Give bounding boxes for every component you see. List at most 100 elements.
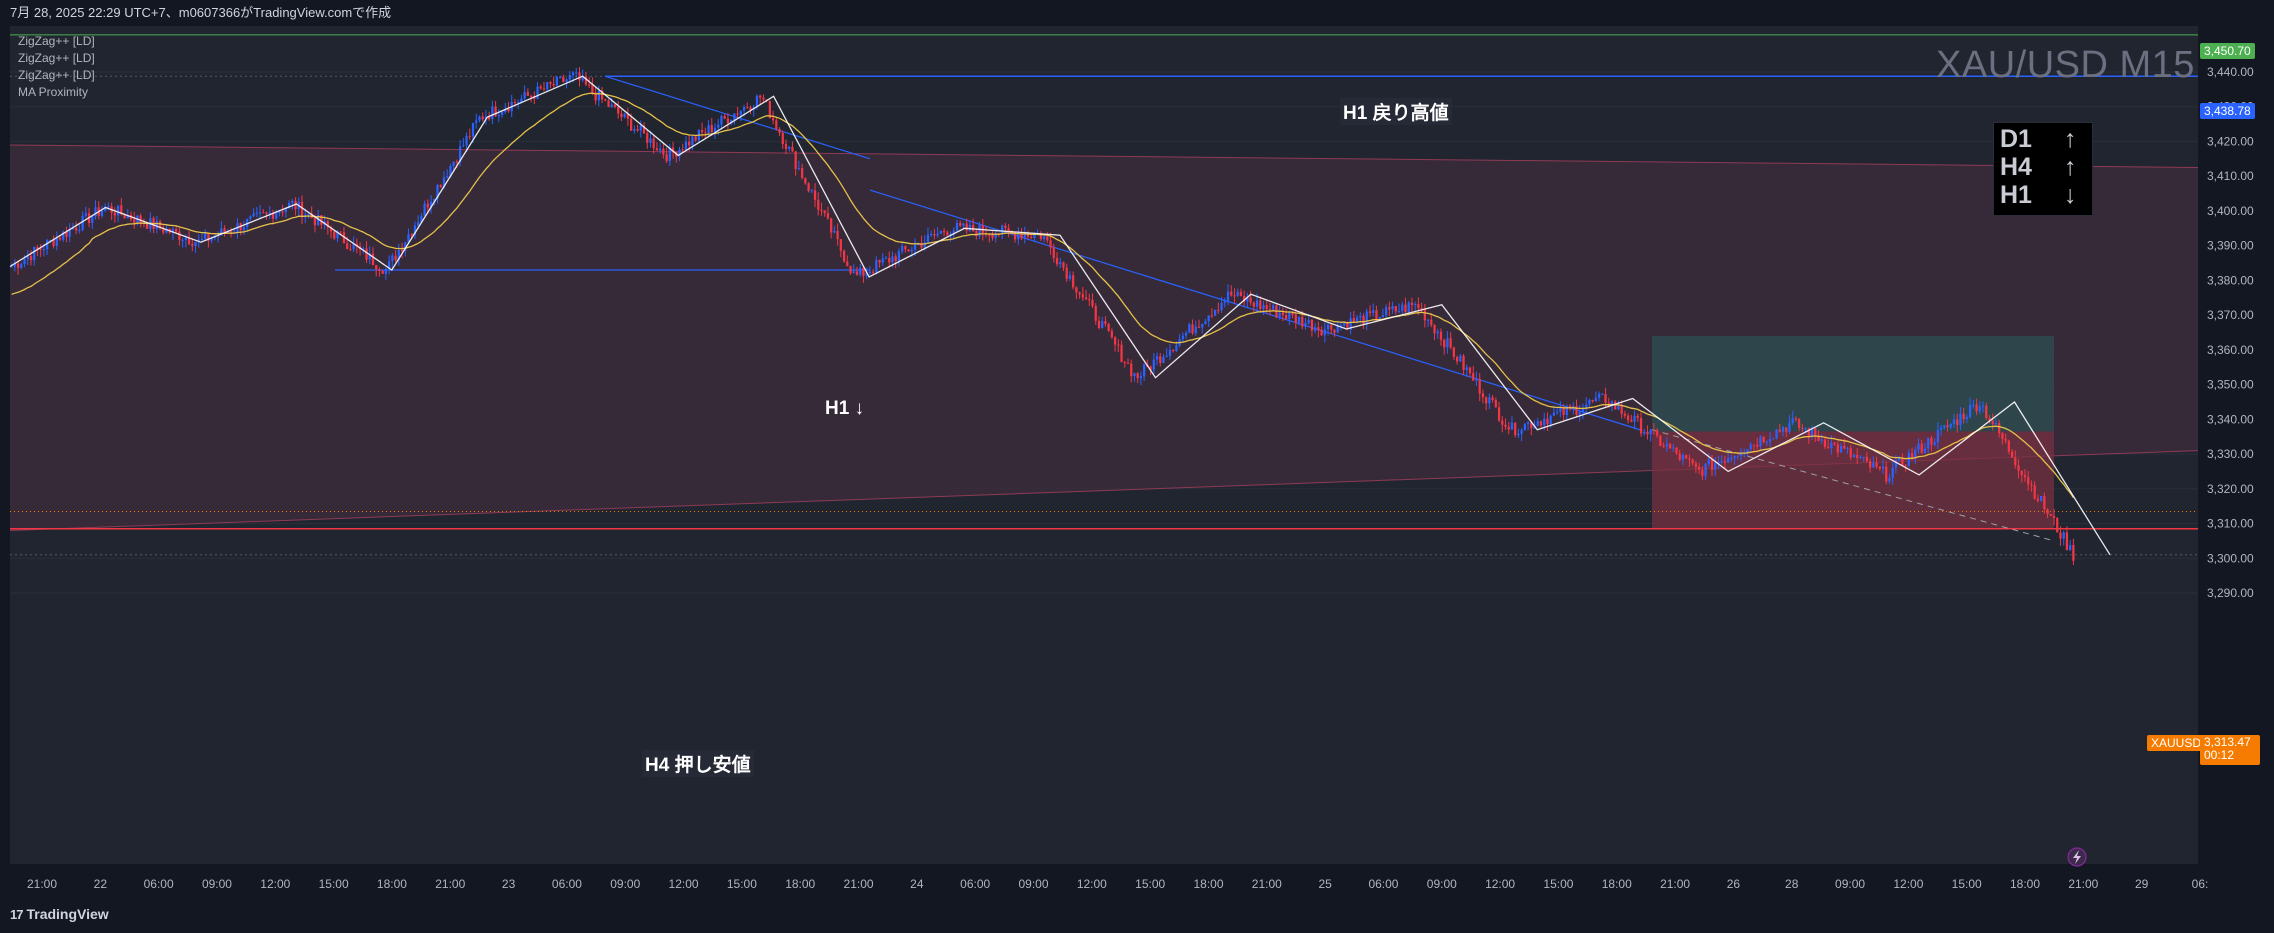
candle — [2036, 494, 2040, 503]
candle — [91, 215, 94, 229]
candle — [1678, 449, 1681, 462]
candle — [1459, 354, 1462, 362]
candle — [1891, 461, 1894, 485]
candle — [223, 225, 226, 237]
candle — [1701, 466, 1704, 480]
projection-line — [1651, 429, 2055, 542]
candle — [175, 225, 178, 233]
candle — [1717, 455, 1720, 470]
candle — [1130, 359, 1133, 383]
candle — [552, 76, 555, 88]
candle — [284, 207, 288, 218]
candle — [1433, 324, 1436, 341]
price-tick-label: 3,360.00 — [2207, 343, 2254, 357]
price-tick-label: 3,340.00 — [2207, 412, 2254, 426]
candle — [1730, 454, 1733, 463]
current-price-tag: 3,313.47 00:12 — [2200, 735, 2260, 765]
candle — [481, 112, 484, 122]
candle — [1733, 455, 1736, 465]
candle — [720, 114, 723, 130]
candle — [1988, 415, 1991, 424]
candle — [13, 259, 16, 272]
candle — [1646, 425, 1649, 440]
candle — [1075, 286, 1078, 300]
candle — [662, 142, 665, 159]
candle — [955, 219, 959, 233]
time-tick-label: 29 — [2135, 877, 2149, 891]
candle — [1443, 338, 1446, 355]
candle — [771, 110, 775, 125]
candle — [1052, 243, 1055, 263]
candle — [497, 109, 500, 123]
candle — [1797, 418, 1801, 432]
candle — [1865, 452, 1869, 463]
candle — [84, 206, 87, 218]
candle — [1184, 330, 1188, 340]
candle — [633, 125, 636, 134]
time-tick-label: 18:00 — [1602, 877, 1632, 891]
current-price: 3,313.47 — [2204, 735, 2251, 749]
candle — [252, 208, 255, 218]
symbol-tag[interactable]: XAUUSD — [2147, 735, 2206, 751]
candle — [1936, 422, 1940, 449]
candle — [791, 141, 794, 152]
indicator-label[interactable]: MA Proximity — [18, 85, 89, 99]
candle — [1820, 433, 1823, 444]
candle — [1397, 303, 1401, 314]
time-tick-label: 06:00 — [1368, 877, 1398, 891]
candle — [1975, 398, 1978, 416]
candle — [723, 113, 726, 120]
time-tick-label: 24 — [910, 877, 924, 891]
candle — [797, 160, 801, 171]
candle — [1133, 372, 1136, 382]
candle — [1304, 318, 1307, 330]
candle — [126, 209, 129, 219]
candle — [1827, 439, 1830, 450]
time-tick-label: 12:00 — [260, 877, 290, 891]
price-chart[interactable]: 3,290.00 3,300.00 3,310.00 3,320.00 3,330.00… — [0, 26, 2274, 896]
candle — [1504, 418, 1507, 430]
candle — [1572, 402, 1575, 415]
candle — [1023, 226, 1026, 244]
price-tick-label: 3,320.00 — [2207, 482, 2254, 496]
candle — [2001, 432, 2004, 445]
candle — [871, 269, 875, 275]
alert-icon — [2067, 847, 2087, 867]
candle — [788, 145, 791, 152]
indicator-label[interactable]: ZigZag++ [LD] — [18, 34, 95, 48]
candle — [2059, 526, 2062, 546]
candle — [988, 233, 991, 243]
candle — [1104, 316, 1107, 327]
tradingview-logo[interactable]: 17 TradingView — [10, 906, 109, 922]
candle — [613, 103, 617, 109]
candle — [897, 248, 901, 267]
candle — [1714, 457, 1717, 477]
candle — [1081, 286, 1084, 301]
candle — [946, 230, 949, 237]
candle — [384, 267, 388, 280]
candle — [478, 115, 481, 123]
candle — [458, 140, 462, 167]
candle — [1210, 308, 1214, 319]
candle — [33, 246, 36, 266]
candle — [1101, 317, 1104, 329]
candle — [1236, 288, 1239, 298]
indicator-label[interactable]: ZigZag++ [LD] — [18, 68, 95, 82]
trend-arrow-icon: ↓ — [2064, 181, 2077, 209]
candle — [1601, 392, 1604, 395]
candle — [2049, 513, 2052, 517]
candle — [2017, 459, 2020, 479]
candle — [504, 102, 507, 115]
candle — [194, 241, 197, 253]
candle — [342, 226, 346, 244]
indicator-label[interactable]: ZigZag++ [LD] — [18, 51, 95, 65]
time-tick-label: 21:00 — [1252, 877, 1282, 891]
candle — [429, 195, 433, 214]
candle — [65, 226, 68, 243]
candle — [165, 223, 168, 234]
candle — [1872, 456, 1875, 468]
candle — [1849, 445, 1852, 461]
candle — [1943, 424, 1946, 430]
candle — [1323, 322, 1326, 343]
time-tick-label: 12:00 — [669, 877, 699, 891]
